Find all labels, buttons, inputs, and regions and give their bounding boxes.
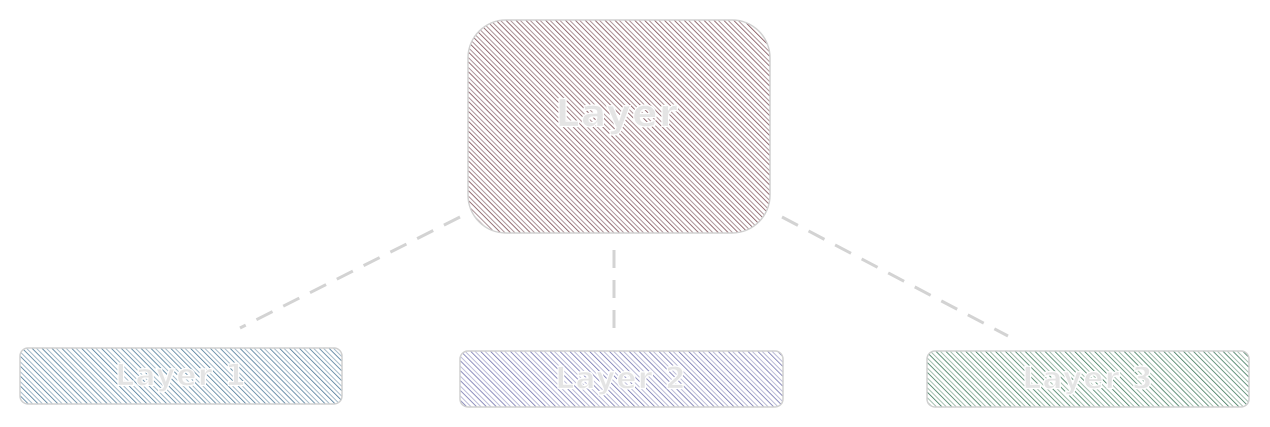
child-node-layer-2-border bbox=[459, 350, 784, 408]
child-node-layer-1-fill bbox=[20, 348, 342, 404]
root-node[interactable]: Layer bbox=[467, 19, 771, 234]
child-node-layer-1-label: Layer 1 bbox=[115, 359, 246, 394]
root-node-border bbox=[467, 19, 771, 234]
child-node-layer-1[interactable]: Layer 1 bbox=[19, 347, 343, 405]
child-node-layer-3[interactable]: Layer 3 bbox=[926, 350, 1250, 408]
child-node-layer-3-border bbox=[926, 350, 1250, 408]
child-node-layer-3-fill bbox=[927, 351, 1249, 407]
child-node-layer-2-label: Layer 2 bbox=[555, 362, 686, 397]
child-node-layer-1-border bbox=[19, 347, 343, 405]
connector-root-to-layer-1 bbox=[239, 215, 461, 330]
child-node-layer-3-label: Layer 3 bbox=[1022, 362, 1153, 397]
child-node-layer-2[interactable]: Layer 2 bbox=[459, 350, 784, 408]
root-node-label: Layer bbox=[556, 92, 679, 136]
connector-root-to-layer-3 bbox=[781, 215, 1009, 338]
child-node-layer-2-fill bbox=[460, 351, 783, 407]
root-node-fill bbox=[468, 20, 770, 233]
